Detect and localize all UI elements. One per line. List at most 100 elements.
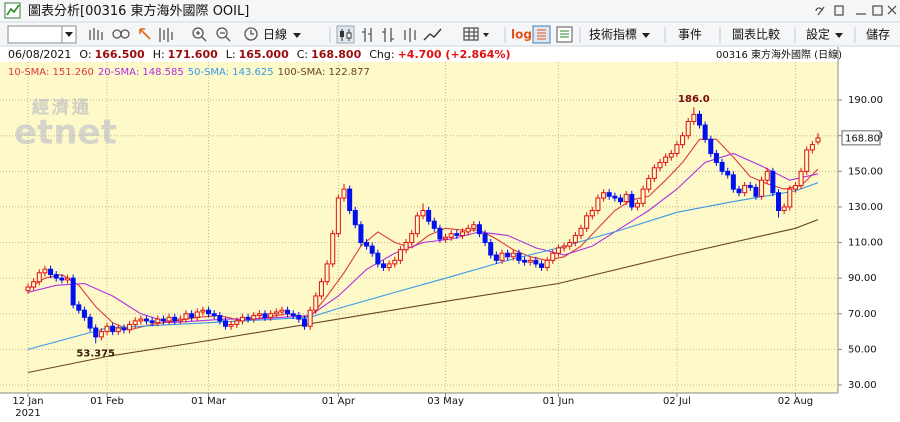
candle-body (601, 192, 607, 199)
layout-icons[interactable] (532, 25, 573, 44)
quote-label: C: (297, 48, 308, 61)
candle-body (522, 259, 528, 263)
symbol-input[interactable] (7, 25, 63, 44)
legend: 10-SMA: 151.260 20-SMA: 148.585 50-SMA: 14… (8, 67, 370, 78)
y-tick-label: 30.00 (848, 380, 877, 391)
compare-menu[interactable]: 圖表比較 (732, 27, 780, 42)
candle-body (815, 137, 821, 143)
candle-body (256, 313, 262, 317)
candle-body (59, 277, 65, 281)
candle-body (516, 252, 522, 261)
candle-body (217, 315, 223, 322)
candle-body (747, 185, 753, 188)
y-tick-label: 130.00 (848, 202, 883, 213)
save-button[interactable]: 儲存 (866, 28, 890, 42)
candle-body (454, 233, 460, 236)
candle-body (668, 153, 674, 158)
candle-body (606, 192, 612, 197)
candle-body (251, 315, 257, 320)
tool-icons[interactable] (89, 27, 258, 42)
candle-body (285, 309, 291, 315)
candle-body (234, 320, 240, 325)
candle-body (177, 318, 183, 322)
quote-value: 168.800 (311, 48, 361, 61)
settings-menu[interactable]: 設定 (806, 27, 830, 42)
app-icon (4, 2, 21, 19)
events-menu[interactable]: 事件 (678, 28, 702, 42)
candle-body (465, 227, 471, 233)
candle-body (262, 313, 268, 318)
period-label[interactable]: 日線 (263, 27, 287, 42)
annotation: 186.0 (678, 94, 710, 105)
candle-body (228, 323, 234, 327)
x-year-label: 2021 (15, 408, 40, 419)
last-price-box (841, 130, 881, 146)
quote-info: 06/08/2021 O: 166.500 H: 171.600 L: 165.000 C: 1… (8, 48, 511, 61)
candle-body (358, 224, 364, 244)
title-bar (0, 0, 900, 22)
quote-label: H: (153, 48, 165, 61)
candle-body (183, 313, 189, 320)
y-axis-area (838, 47, 900, 422)
legend-entry: 50-SMA: 143.625 (188, 67, 274, 78)
candle-body (110, 325, 116, 333)
candle-body (409, 233, 415, 244)
candle-body (335, 197, 341, 235)
candle-body (211, 313, 217, 317)
candle-body (403, 242, 409, 251)
toolbar: 日線 log 技術指標 事件 圖表比較 設定 儲存 (0, 23, 900, 46)
candle-body (76, 304, 82, 311)
y-tick-label: 50.00 (848, 344, 877, 355)
candle-body (629, 193, 635, 208)
candle-body (392, 259, 398, 265)
candle-body (572, 234, 578, 244)
y-tick-label: 190.00 (848, 95, 883, 106)
candle-body (381, 263, 386, 268)
candle-body (708, 138, 714, 155)
indicators-menu[interactable]: 技術指標 (589, 27, 637, 42)
candle-body (680, 135, 686, 146)
candle-body (713, 153, 719, 163)
watermark: etnet (14, 113, 117, 153)
candle-body (369, 245, 375, 254)
candle-body (618, 197, 623, 203)
log-toggle[interactable]: log (511, 28, 532, 42)
candle-body (324, 263, 330, 283)
candle-body (776, 192, 781, 211)
quote-value: +4.700 (+2.864%) (398, 48, 511, 61)
candle-body (640, 188, 646, 204)
candle-body (313, 295, 319, 311)
candle-body (172, 316, 178, 322)
quote-value: 171.600 (168, 48, 218, 61)
candle-body (397, 249, 403, 261)
candle-body (127, 323, 133, 331)
candle-body (426, 209, 432, 222)
candle-body (792, 185, 798, 190)
candle-body (302, 318, 307, 327)
candle-body (781, 206, 787, 211)
candle-body (759, 179, 765, 197)
candle-body (31, 281, 37, 288)
candle-body (804, 149, 810, 172)
candle-body (809, 144, 815, 151)
candle-body (104, 325, 110, 333)
candle-body (567, 242, 573, 247)
candle-body (730, 174, 736, 190)
candle-body (753, 186, 759, 197)
candle-body (499, 252, 505, 261)
sma-line (27, 138, 819, 331)
window-controls[interactable] (815, 5, 897, 16)
candle-body (200, 309, 206, 313)
candle-body (245, 316, 251, 320)
sma-line (27, 219, 819, 374)
y-tick-label: 150.00 (848, 166, 883, 177)
chart-type-icons[interactable] (336, 25, 489, 44)
candle-body (634, 202, 640, 208)
candle-body (155, 318, 161, 324)
candle-body (589, 209, 595, 217)
x-tick-label: 02 Aug (778, 396, 813, 407)
candle-body (98, 331, 104, 338)
x-tick-label: 01 Mar (191, 396, 227, 407)
quote-label: L: (226, 48, 236, 61)
